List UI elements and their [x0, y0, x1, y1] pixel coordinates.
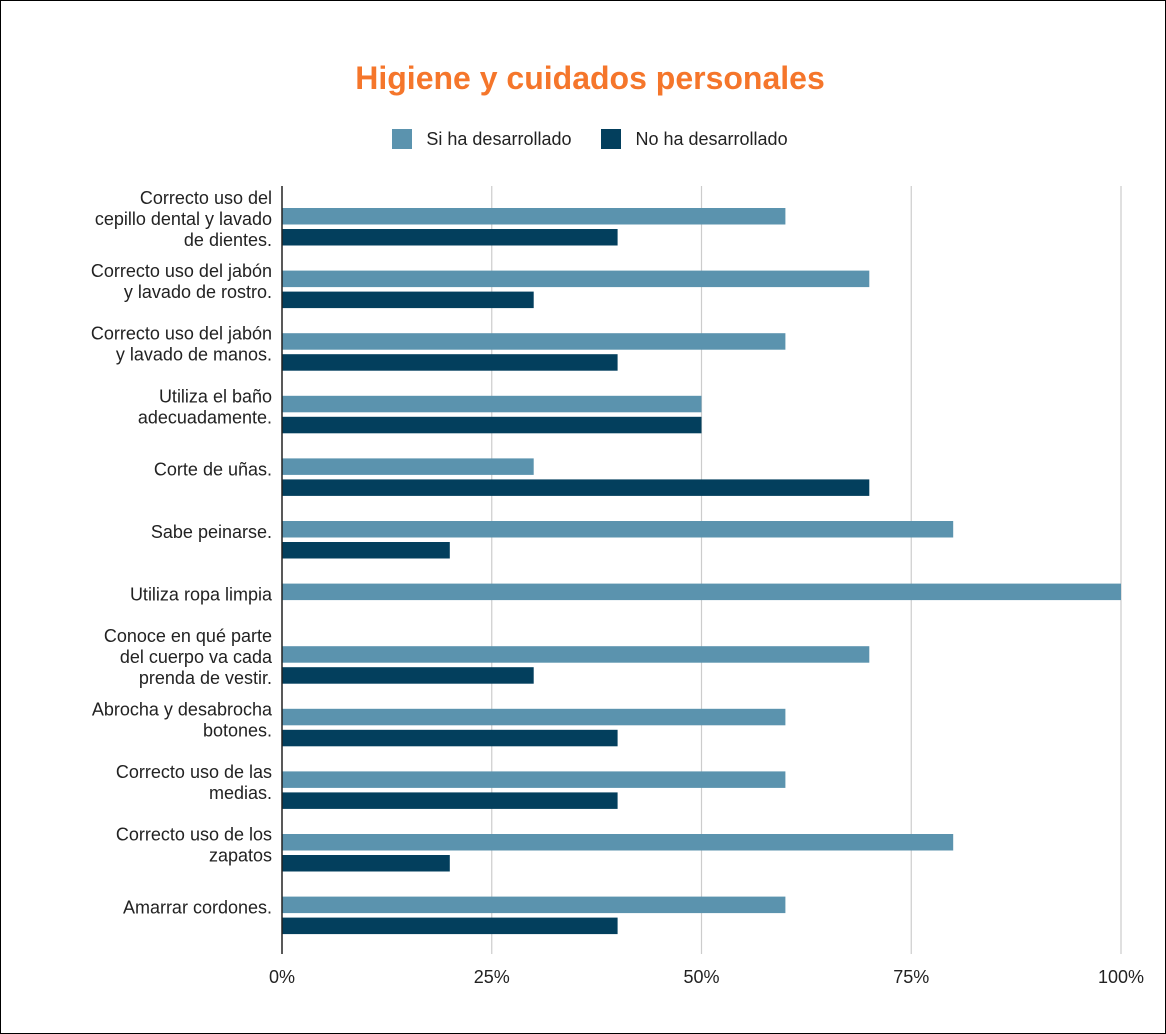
chart-title: Higiene y cuidados personales	[355, 60, 825, 96]
bar-si-ha-desarrollado	[282, 583, 1121, 601]
bar-no-ha-desarrollado	[282, 479, 870, 496]
x-tick-label: 75%	[893, 967, 929, 987]
bar-no-ha-desarrollado	[282, 291, 534, 309]
bar-si-ha-desarrollado	[282, 270, 870, 288]
legend-label-no: No ha desarrollado	[635, 129, 788, 149]
bar-si-ha-desarrollado	[282, 896, 786, 914]
category-label: Utiliza ropa limpia	[130, 585, 273, 605]
bar-no-ha-desarrollado	[282, 229, 618, 246]
category-label: Correcto uso del jabón y lavado de rostro…	[91, 261, 272, 302]
bar-si-ha-desarrollado	[282, 834, 954, 851]
category-label: Conoce en qué parte del cuerpo va cada pre…	[104, 626, 273, 688]
category-label: Corte de uñas.	[154, 459, 272, 479]
category-label: Abrocha y desabrocha botones.	[92, 699, 273, 740]
x-tick-label: 50%	[683, 967, 719, 987]
category-label: Correcto uso del cepillo dental y lavado d…	[95, 188, 272, 250]
x-tick-label: 100%	[1098, 967, 1144, 987]
category-label: Correcto uso de las medias.	[116, 762, 272, 803]
category-label: Sabe peinarse.	[151, 522, 272, 542]
bar-no-ha-desarrollado	[282, 729, 618, 747]
bar-si-ha-desarrollado	[282, 395, 702, 413]
bar-si-ha-desarrollado	[282, 333, 786, 350]
category-label: Correcto uso de los zapatos	[116, 825, 272, 866]
bar-no-ha-desarrollado	[282, 416, 702, 434]
bar-si-ha-desarrollado	[282, 458, 534, 475]
chart-legend: Si ha desarrollado No ha desarrollado	[0, 128, 1166, 150]
bar-no-ha-desarrollado	[282, 354, 618, 371]
bar-no-ha-desarrollado	[282, 917, 618, 935]
bar-si-ha-desarrollado	[282, 708, 786, 726]
category-label: Utiliza el baño adecuadamente.	[138, 386, 272, 427]
category-label: Amarrar cordones.	[123, 898, 272, 918]
x-tick-label: 0%	[269, 967, 295, 987]
legend-item-si: Si ha desarrollado	[392, 128, 571, 150]
bar-no-ha-desarrollado	[282, 792, 618, 809]
category-label: Correcto uso del jabón y lavado de manos.	[91, 324, 272, 365]
bar-si-ha-desarrollado	[282, 771, 786, 788]
legend-label-si: Si ha desarrollado	[426, 129, 572, 149]
legend-swatch-no	[601, 129, 622, 149]
bar-si-ha-desarrollado	[282, 208, 786, 225]
bar-no-ha-desarrollado	[282, 542, 450, 559]
legend-swatch-si	[392, 129, 413, 149]
bar-si-ha-desarrollado	[282, 646, 870, 663]
bar-si-ha-desarrollado	[282, 521, 954, 538]
bar-no-ha-desarrollado	[282, 667, 534, 684]
x-tick-label: 25%	[474, 967, 510, 987]
bar-no-ha-desarrollado	[282, 855, 450, 872]
legend-item-no: No ha desarrollado	[601, 128, 788, 150]
